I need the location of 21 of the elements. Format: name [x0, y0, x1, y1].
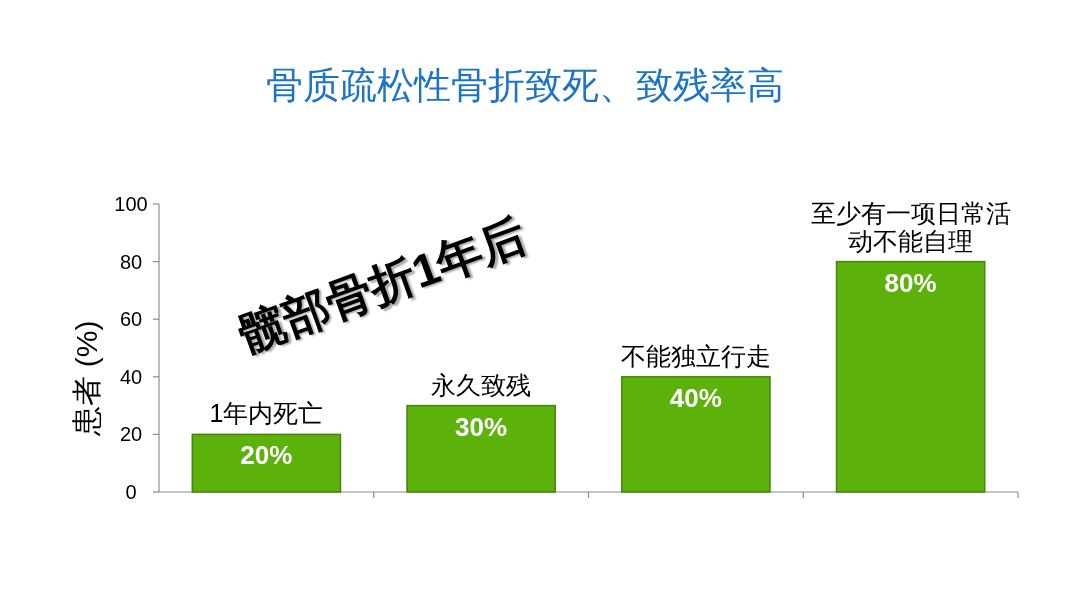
y-tick-label: 20 [119, 423, 143, 446]
y-tick-label: 0 [125, 481, 137, 503]
y-tick-label: 40 [119, 365, 143, 388]
bar [191, 433, 342, 493]
chart-title: 骨质疏松性骨折致死、致残率高 [266, 65, 784, 106]
data-label: 30% [455, 411, 508, 442]
data-label: 20% [240, 440, 293, 471]
bar [835, 260, 986, 493]
x-tick-label: 不能独立行走 [620, 341, 771, 370]
data-label: 80% [884, 267, 937, 298]
y-tick-label: 100 [114, 193, 148, 215]
annotation: 髋部骨折1年后 [231, 208, 534, 361]
x-tick-label: 永久致残 [431, 370, 532, 399]
y-axis-title: 患者 (%) [70, 320, 103, 437]
bar [621, 376, 771, 493]
data-label: 40% [669, 382, 722, 413]
bar [406, 404, 556, 493]
y-tick-label: 80 [119, 250, 143, 273]
y-tick-label: 60 [119, 308, 143, 331]
x-tick-label: 至少有一项日常活动不能自理 [810, 198, 1011, 255]
x-tick-label: 1年内死亡 [209, 399, 324, 428]
